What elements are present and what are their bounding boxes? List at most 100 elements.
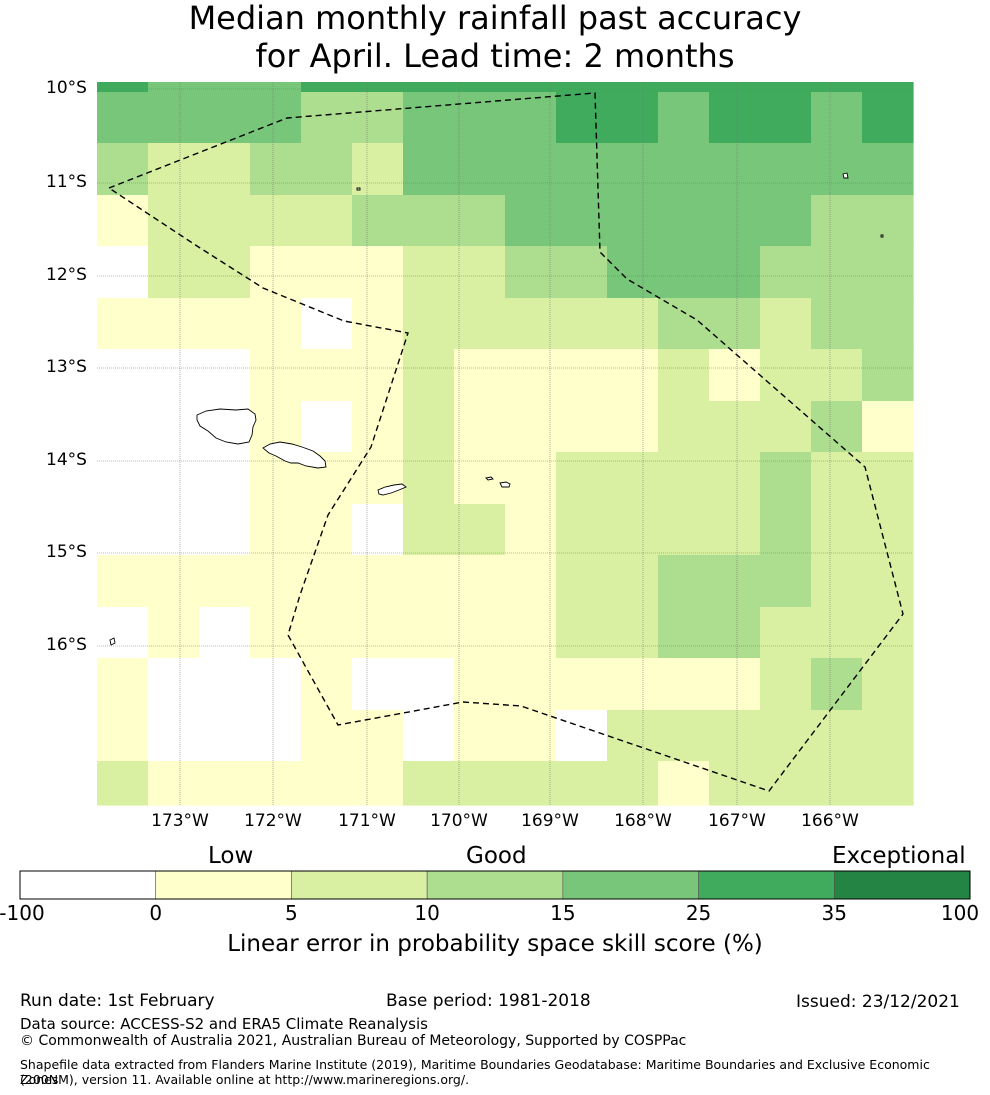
grid-cell xyxy=(658,401,710,453)
grid-cell xyxy=(97,658,149,711)
grid-cell xyxy=(301,555,353,608)
grid-cell xyxy=(250,761,302,806)
grid-cell xyxy=(148,349,200,402)
grid-cell xyxy=(760,349,812,402)
grid-cell xyxy=(454,298,506,350)
map-title-line2: for April. Lead time: 2 months xyxy=(255,37,735,75)
grid-cell xyxy=(148,555,200,608)
grid-cell xyxy=(811,452,863,505)
latitude-label: 11°S xyxy=(46,172,87,192)
grid-cell xyxy=(607,607,659,659)
grid-cell xyxy=(505,504,557,556)
grid-cell xyxy=(403,92,455,144)
colorbar-tick-label: 25 xyxy=(685,901,712,925)
colorbar-tick-label: 100 xyxy=(940,901,980,925)
grid-cell xyxy=(199,143,251,196)
longitude-label: 170°W xyxy=(430,811,488,831)
grid-cell xyxy=(352,143,404,196)
grid-cell xyxy=(607,658,659,711)
grid-cell xyxy=(454,349,506,402)
grid-cell xyxy=(556,298,608,350)
grid-cell xyxy=(403,452,455,505)
grid-cell xyxy=(760,298,812,350)
grid-cell xyxy=(811,761,863,806)
colorbar-swatch xyxy=(562,870,699,900)
grid-cell xyxy=(505,349,557,402)
grid-cell xyxy=(862,504,914,556)
grid-cell xyxy=(811,504,863,556)
grid-cell xyxy=(454,195,506,247)
grid-cell xyxy=(760,82,812,93)
grid-cell xyxy=(199,710,251,762)
grid-cell xyxy=(352,607,404,659)
grid-cell xyxy=(301,143,353,196)
grid-cell xyxy=(607,401,659,453)
grid-cell xyxy=(505,246,557,299)
colorbar-category-good: Good xyxy=(466,843,527,869)
grid-cell xyxy=(658,452,710,505)
grid-cell xyxy=(199,349,251,402)
grid-cell xyxy=(556,82,608,93)
grid-cell xyxy=(709,761,761,806)
grid-cell xyxy=(658,761,710,806)
grid-cell xyxy=(301,504,353,556)
grid-cell xyxy=(301,195,353,247)
grid-cell xyxy=(658,195,710,247)
grid-cell xyxy=(199,452,251,505)
grid-cell xyxy=(97,298,149,350)
grid-cell xyxy=(148,246,200,299)
grid-cell xyxy=(250,504,302,556)
grid-cell xyxy=(403,298,455,350)
grid-cell xyxy=(97,761,149,806)
grid-cell xyxy=(148,298,200,350)
grid-cell xyxy=(148,607,200,659)
colorbar-category-exceptional: Exceptional xyxy=(832,843,966,869)
grid-cell xyxy=(301,401,353,453)
grid-cell xyxy=(862,298,914,350)
grid-cell xyxy=(250,555,302,608)
grid-cell xyxy=(301,710,353,762)
grid-cell xyxy=(403,658,455,711)
grid-cell xyxy=(811,246,863,299)
grid-cell xyxy=(505,401,557,453)
grid-cell xyxy=(250,82,302,93)
colorbar-category-low: Low xyxy=(208,843,254,869)
coastline-outlines xyxy=(109,172,884,646)
grid-cell xyxy=(556,92,608,144)
grid-cell xyxy=(811,607,863,659)
latitude-label: 14°S xyxy=(46,450,87,470)
colorbar-tick-label: -100 xyxy=(0,901,45,925)
longitude-label: 167°W xyxy=(708,811,766,831)
grid-cell xyxy=(199,607,251,659)
grid-cell xyxy=(301,92,353,144)
grid-cell xyxy=(658,92,710,144)
shapefile-credit-line2: (200NM), version 11. Available online at… xyxy=(20,1072,470,1087)
grid-cell xyxy=(454,82,506,93)
grid-cell xyxy=(148,92,200,144)
grid-cell xyxy=(862,143,914,196)
grid-cell xyxy=(352,555,404,608)
grid-cell xyxy=(505,92,557,144)
grid-cell xyxy=(454,607,506,659)
grid-cell xyxy=(505,658,557,711)
grid-cell xyxy=(556,555,608,608)
grid-cell xyxy=(301,607,353,659)
swains-island xyxy=(842,172,849,179)
grid-cell xyxy=(556,761,608,806)
grid-cell xyxy=(760,658,812,711)
grid-cell xyxy=(556,607,608,659)
grid-cell xyxy=(607,504,659,556)
grid-cell xyxy=(556,349,608,402)
colorbar-swatch xyxy=(291,870,428,900)
grid-cell xyxy=(607,82,659,93)
grid-cell xyxy=(811,195,863,247)
grid-cell xyxy=(760,143,812,196)
grid-cell xyxy=(97,143,149,196)
grid-cell xyxy=(97,607,149,659)
grid-cell xyxy=(250,298,302,350)
grid-cell xyxy=(199,195,251,247)
grid-cell xyxy=(454,555,506,608)
grid-cell xyxy=(556,401,608,453)
grid-cell xyxy=(403,555,455,608)
grid-cell xyxy=(709,349,761,402)
